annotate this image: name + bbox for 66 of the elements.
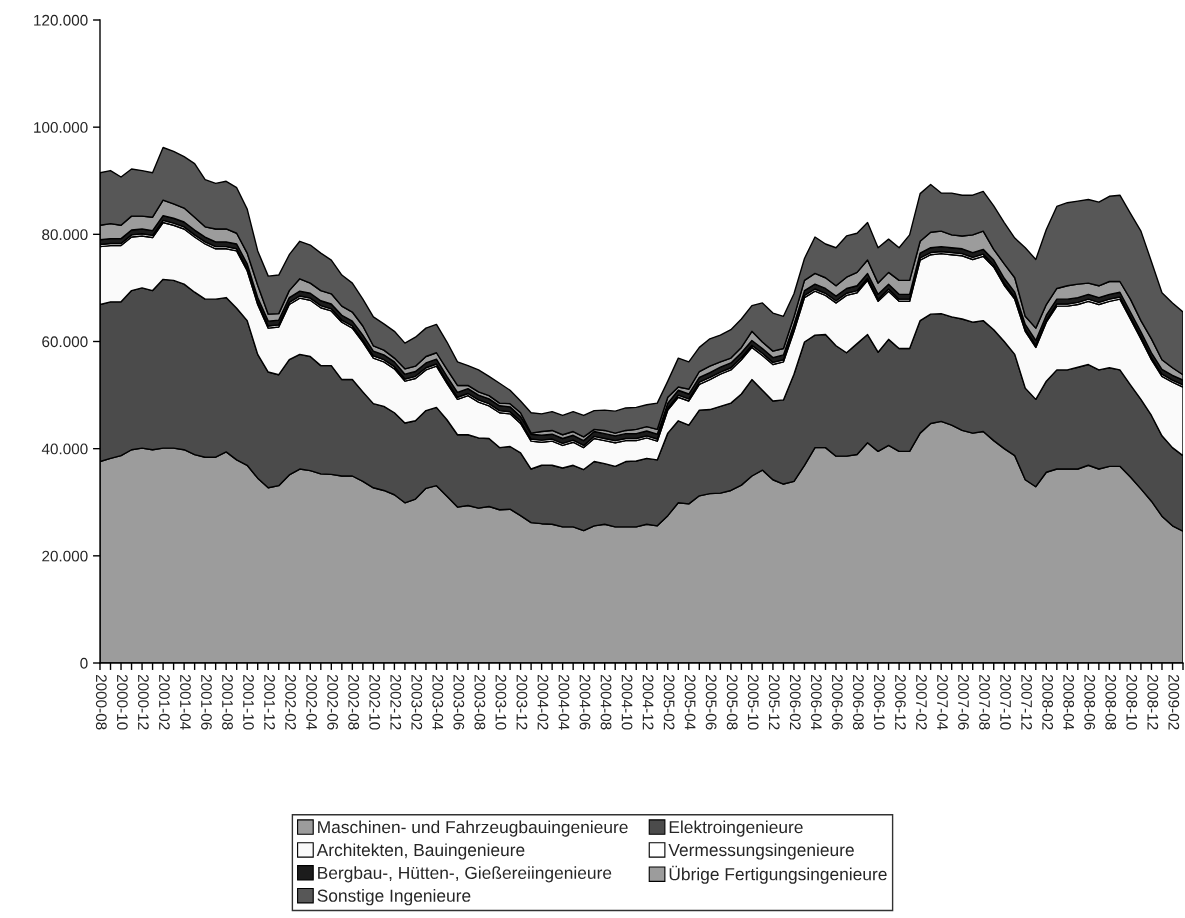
x-tick-label: 2003-06 [453,674,465,730]
x-tick-label: 2005-02 [663,674,675,730]
x-tick-label: 2008-04 [1063,674,1075,730]
x-tick-label: 2006-12 [895,674,906,730]
x-tick-label: 2003-02 [411,674,423,730]
x-tick-label: 2001-10 [243,674,254,730]
x-tick-label: 2008-06 [1084,674,1096,730]
x-tick-label: 2006-06 [831,674,843,730]
x-tick-label: 2008-08 [1105,674,1117,730]
legend-label: Übrige Fertigungsingenieure [669,865,887,884]
x-tick-label: 2009-02 [1168,674,1180,730]
y-tick-label: 80.000 [42,229,88,241]
x-tick-label: 2002-02 [285,674,296,730]
x-tick-label: 2008-02 [1042,674,1054,730]
x-tick-label: 2006-02 [789,674,801,730]
x-tick-label: 2005-04 [684,674,696,730]
x-tick-label: 2005-06 [705,674,717,730]
x-tick-label: 2006-08 [852,674,864,730]
x-tick-label: 2007-02 [916,674,927,730]
x-tick-label: 2007-10 [1000,674,1011,730]
x-tick-label: 2003-10 [495,674,507,730]
x-tick-label: 2007-12 [1021,674,1032,730]
x-tick-label: 2005-08 [726,674,738,730]
y-tick-label: 100.000 [34,122,88,133]
x-tick-label: 2004-04 [558,674,570,730]
x-tick-label: 2004-08 [600,674,612,730]
x-tick-label: 2002-06 [327,674,339,730]
x-tick-label: 2001-12 [264,674,275,730]
legend-label: Elektroingenieure [669,820,803,837]
x-tick-label: 2002-10 [369,674,381,730]
y-tick-label: 0 [80,657,88,669]
legend-label: Vermessungsingenieure [668,843,854,860]
legend-label: Sonstige Ingenieure [317,889,471,906]
x-tick-label: 2004-10 [621,674,633,730]
x-tick-label: 2000-10 [116,674,128,730]
x-tick-label: 2000-08 [95,674,107,730]
x-tick-label: 2001-02 [158,674,170,730]
x-tick-label: 2005-12 [768,674,780,730]
x-tick-label: 2001-04 [180,674,191,730]
x-tick-label: 2000-12 [137,674,149,730]
x-tick-label: 2004-06 [579,674,591,730]
legend-label: Architekten, Bauingenieure [316,843,525,860]
x-tick-label: 2008-10 [1126,674,1138,730]
y-tick-label: 120.000 [34,14,88,26]
x-tick-label: 2003-08 [474,674,486,730]
x-tick-label: 2002-08 [348,674,360,730]
x-tick-label: 2003-12 [516,674,528,730]
x-tick-label: 2005-10 [747,674,759,730]
x-tick-label: 2002-12 [390,674,402,730]
y-tick-label: 20.000 [42,550,88,562]
x-tick-label: 2007-08 [979,674,990,730]
legend-label: Maschinen- und Fahrzeugbauingenieure [318,820,628,837]
y-tick-label: 40.000 [41,443,88,455]
x-tick-label: 2007-06 [958,674,969,730]
x-tick-label: 2002-04 [306,674,318,730]
x-tick-label: 2004-12 [642,674,654,730]
x-tick-label: 2001-08 [222,674,233,730]
x-tick-label: 2001-06 [201,674,212,730]
x-tick-label: 2003-04 [432,674,444,730]
x-tick-label: 2006-10 [873,674,885,730]
x-tick-label: 2008-12 [1147,674,1159,730]
x-tick-label: 2006-04 [810,674,822,730]
x-tick-label: 2004-02 [537,674,549,730]
y-tick-label: 60.000 [42,336,88,348]
legend-label: Bergbau-, Hütten-, Gießereiingenieure [318,866,612,883]
x-tick-label: 2007-04 [937,674,948,730]
